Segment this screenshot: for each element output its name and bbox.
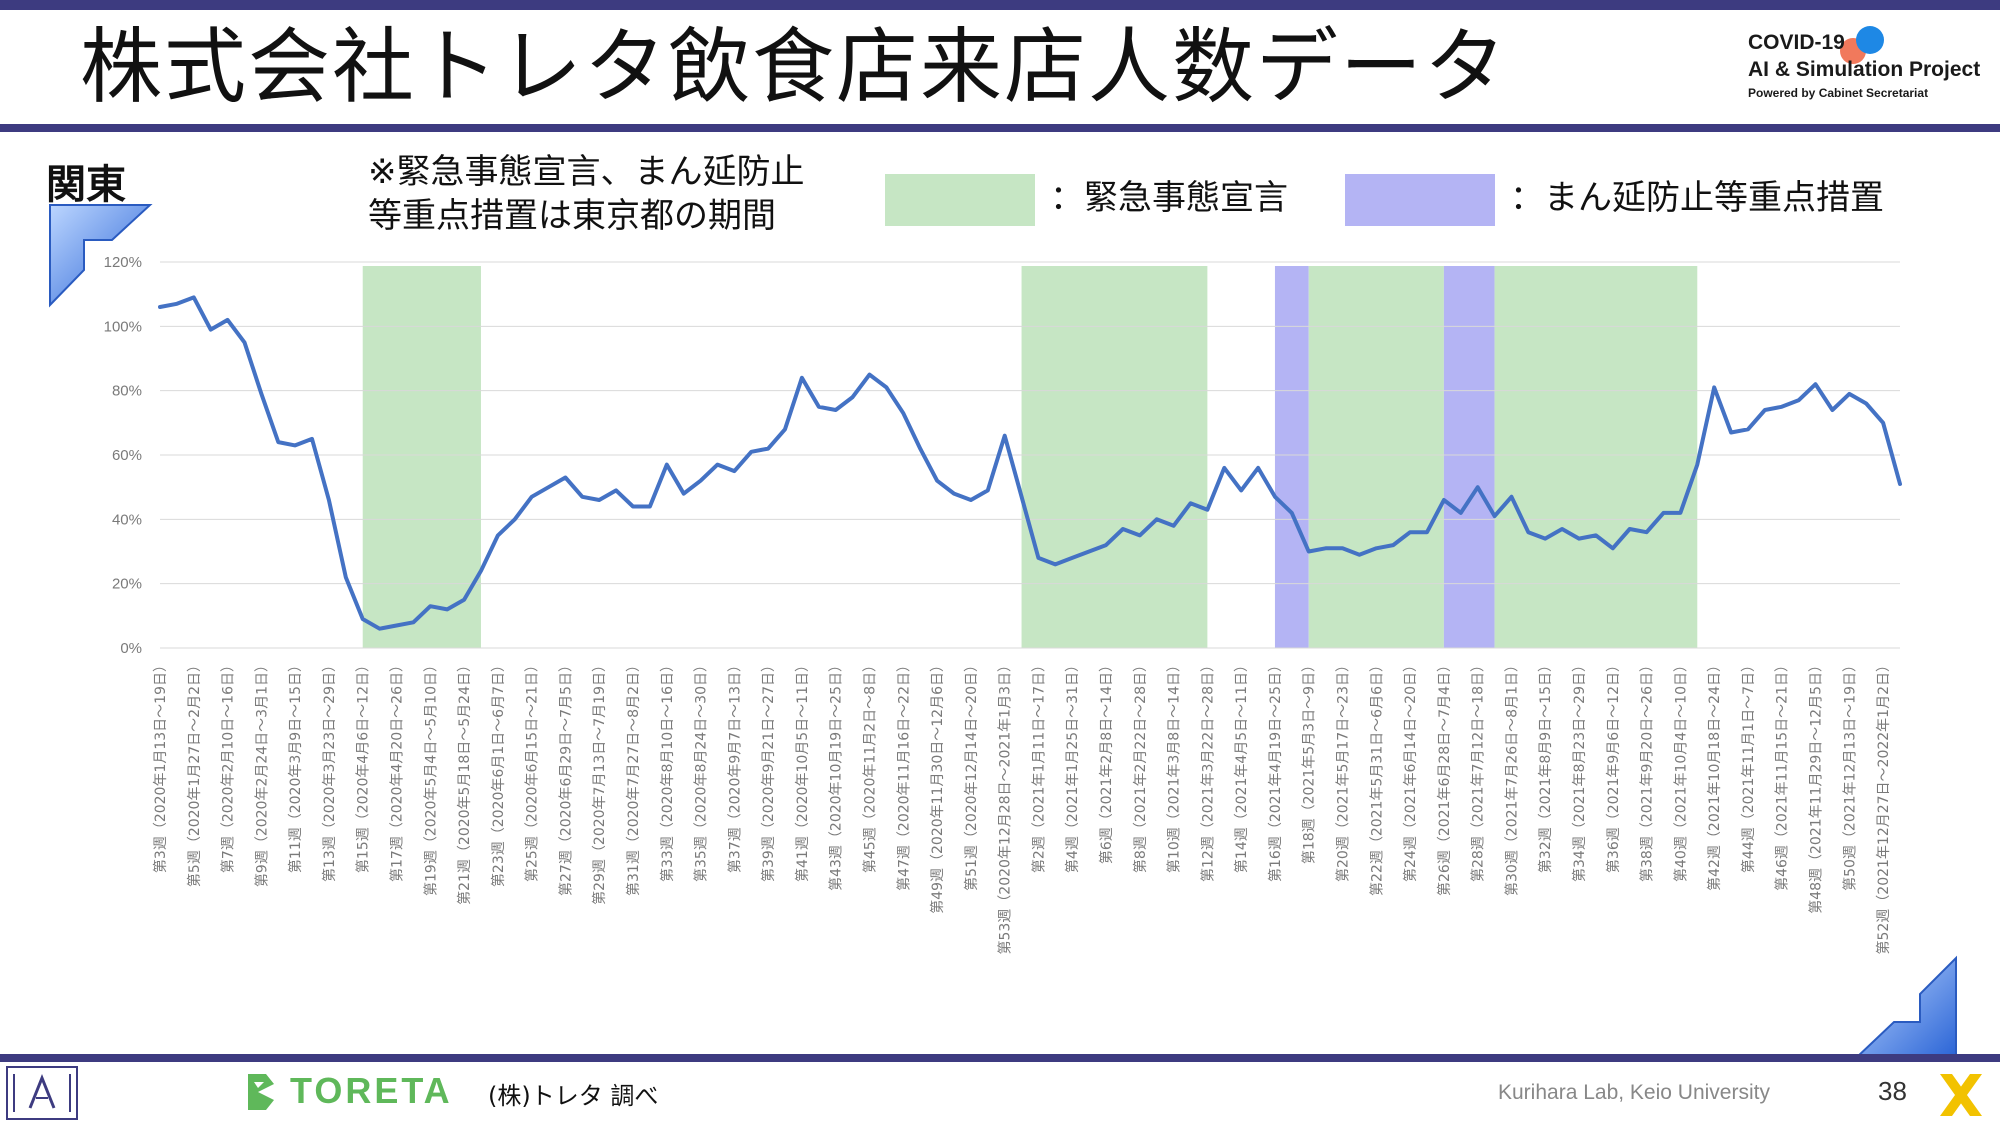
cross-logo-icon bbox=[1940, 1074, 1982, 1116]
toreta-wordmark: TORETA bbox=[290, 1070, 453, 1111]
project-line2: AI & Simulation Project bbox=[1748, 58, 1981, 81]
legend-swatch-semi-emergency bbox=[1345, 174, 1495, 226]
x-tick-label: 第23週（2020年6月1日～6月7日） bbox=[490, 658, 507, 887]
title-divider bbox=[0, 124, 2000, 132]
x-tick-label: 第49週（2020年11月30日～12月6日） bbox=[929, 658, 946, 914]
x-tick-label: 第7週（2020年2月10日～16日） bbox=[220, 658, 237, 873]
legend-swatch-emergency bbox=[885, 174, 1035, 226]
y-tick-label: 20% bbox=[112, 576, 142, 593]
x-tick-label: 第6週（2021年2月8日～14日） bbox=[1098, 658, 1115, 864]
x-tick-label: 第9週（2020年2月24日～3月1日） bbox=[253, 658, 270, 887]
y-tick-label: 60% bbox=[112, 447, 142, 464]
x-tick-label: 第27週（2020年6月29日～7月5日） bbox=[557, 658, 574, 896]
x-tick-label: 第13週（2020年3月23日～29日） bbox=[321, 658, 338, 882]
project-line3: Powered by Cabinet Secretariat bbox=[1748, 86, 1929, 100]
region-label: 関東 bbox=[46, 162, 126, 208]
emergency-band bbox=[1308, 266, 1444, 648]
note-line2: 等重点措置は東京都の期間 bbox=[368, 196, 776, 236]
x-tick-label: 第47週（2020年11月16日～22日） bbox=[895, 658, 912, 891]
project-logo-dot-blue bbox=[1856, 26, 1884, 54]
x-tick-label: 第29週（2020年7月13日～7月19日） bbox=[591, 658, 608, 905]
x-tick-label: 第11週（2020年3月9日～15日） bbox=[287, 658, 304, 873]
project-logo: COVID-19 AI & Simulation Project Powered… bbox=[1748, 30, 1980, 102]
x-tick-label: 第30週（2021年7月26日～8月1日） bbox=[1503, 658, 1520, 896]
x-tick-label: 第22週（2021年5月31日～6月6日） bbox=[1368, 658, 1385, 896]
y-tick-label: 100% bbox=[104, 318, 142, 335]
emergency-bands bbox=[362, 266, 1698, 648]
semi-emergency-band bbox=[1443, 266, 1495, 648]
source-note: (株)トレタ 調べ bbox=[488, 1082, 659, 1110]
gridlines bbox=[160, 261, 1900, 649]
semi-emergency-band bbox=[1274, 266, 1309, 648]
note-line1: ※緊急事態宣言、まん延防止 bbox=[368, 152, 805, 192]
emergency-band bbox=[1021, 266, 1208, 648]
x-tick-label: 第8週（2021年2月22日～28日） bbox=[1132, 658, 1149, 873]
x-tick-label: 第20週（2021年5月17日～23日） bbox=[1335, 658, 1352, 882]
y-tick-label: 120% bbox=[104, 254, 142, 271]
x-tick-label: 第3週（2020年1月13日～19日） bbox=[152, 658, 169, 873]
y-tick-label: 80% bbox=[112, 383, 142, 400]
x-tick-label: 第21週（2020年5月18日～5月24日） bbox=[456, 658, 473, 905]
emergency-band bbox=[1494, 266, 1698, 648]
x-tick-label: 第18週（2021年5月3日～9日） bbox=[1301, 658, 1318, 864]
x-tick-label: 第32週（2021年8月9日～15日） bbox=[1537, 658, 1554, 873]
x-tick-label: 第53週（2020年12月28日～2021年1月3日） bbox=[997, 658, 1014, 955]
x-tick-label: 第35週（2020年8月24日～30日） bbox=[693, 658, 710, 882]
x-tick-label: 第26週（2021年6月28日～7月4日） bbox=[1436, 658, 1453, 896]
x-tick-label: 第19週（2020年5月4日～5月10日） bbox=[422, 658, 439, 896]
x-tick-label: 第48週（2021年11月29日～12月5日） bbox=[1808, 658, 1825, 914]
x-tick-label: 第38週（2021年9月20日～26日） bbox=[1639, 658, 1656, 882]
x-tick-label: 第37週（2020年9月7日～13日） bbox=[726, 658, 743, 873]
visitor-ratio-line bbox=[158, 295, 1902, 631]
emergency-band bbox=[362, 266, 481, 648]
x-tick-label: 第5週（2020年1月27日～2月2日） bbox=[186, 658, 203, 887]
x-tick-label: 第4週（2021年1月25日～31日） bbox=[1064, 658, 1081, 873]
x-tick-label: 第39週（2020年9月21日～27日） bbox=[760, 658, 777, 882]
x-tick-label: 第28週（2021年7月12日～18日） bbox=[1470, 658, 1487, 882]
page-number: 38 bbox=[1878, 1076, 1907, 1106]
x-tick-label: 第46週（2021年11月15日～21日） bbox=[1774, 658, 1791, 891]
x-tick-label: 第45週（2020年11月2日～8日） bbox=[862, 658, 879, 873]
x-tick-label: 第33週（2020年8月10日～16日） bbox=[659, 658, 676, 882]
project-line1: COVID-19 bbox=[1748, 31, 1845, 54]
x-tick-label: 第51週（2020年12月14日～20日） bbox=[963, 658, 980, 891]
x-tick-label: 第43週（2020年10月19日～25日） bbox=[828, 658, 845, 891]
x-tick-label: 第36週（2021年9月6日～12日） bbox=[1605, 658, 1622, 873]
x-tick-label: 第50週（2021年12月13日～19日） bbox=[1841, 658, 1858, 891]
x-tick-label: 第17週（2020年4月20日～26日） bbox=[389, 658, 406, 882]
x-tick-label: 第34週（2021年8月23日～29日） bbox=[1571, 658, 1588, 882]
legend-label-semi-emergency: ：まん延防止等重点措置 bbox=[1510, 178, 1884, 218]
lab-credit: Kurihara Lab, Keio University bbox=[1498, 1081, 1770, 1104]
top-bar bbox=[0, 0, 2000, 10]
y-tick-label: 0% bbox=[120, 640, 142, 657]
x-tick-label: 第25週（2020年6月15日～21日） bbox=[524, 658, 541, 882]
x-tick-label: 第24週（2021年6月14日～20日） bbox=[1402, 658, 1419, 882]
toreta-logo-icon bbox=[248, 1074, 274, 1110]
x-tick-label: 第16週（2021年4月19日～25日） bbox=[1267, 658, 1284, 882]
period-note: ※緊急事態宣言、まん延防止 等重点措置は東京都の期間 bbox=[368, 150, 805, 238]
footer-divider bbox=[0, 1054, 2000, 1062]
x-tick-label: 第41週（2020年10月5日～11日） bbox=[794, 658, 811, 882]
university-logo-icon bbox=[6, 1066, 78, 1120]
x-tick-label: 第42週（2021年10月18日～24日） bbox=[1706, 658, 1723, 891]
x-tick-label: 第12週（2021年3月22日～28日） bbox=[1199, 658, 1216, 882]
corner-arrow-top-left-icon bbox=[49, 204, 153, 308]
x-tick-label: 第2週（2021年1月11日～17日） bbox=[1030, 658, 1047, 873]
y-tick-label: 40% bbox=[112, 511, 142, 528]
page-title: 株式会社トレタ飲食店来店人数データ bbox=[80, 20, 1509, 115]
legend-label-emergency: ：緊急事態宣言 bbox=[1050, 178, 1288, 218]
x-tick-label: 第44週（2021年11月1日～7日） bbox=[1740, 658, 1757, 873]
x-tick-label: 第14週（2021年4月5日～11日） bbox=[1233, 658, 1250, 873]
corner-arrow-bottom-right-icon bbox=[1853, 955, 1957, 1059]
x-tick-label: 第40週（2021年10月4日～10日） bbox=[1672, 658, 1689, 882]
x-tick-label: 第10週（2021年3月8日～14日） bbox=[1166, 658, 1183, 873]
x-tick-label: 第52週（2021年12月27日～2022年1月2日） bbox=[1875, 658, 1892, 955]
x-tick-labels: 第3週（2020年1月13日～19日） 第5週（2020年1月27日～2月2日） 第… bbox=[152, 658, 1892, 955]
x-tick-label: 第15週（2020年4月6日～12日） bbox=[355, 658, 372, 873]
y-tick-labels: 0% 20% 40% 60% 80% 100% 120% bbox=[104, 254, 142, 657]
series-line bbox=[158, 295, 1902, 631]
x-tick-label: 第31週（2020年7月27日～8月2日） bbox=[625, 658, 642, 896]
